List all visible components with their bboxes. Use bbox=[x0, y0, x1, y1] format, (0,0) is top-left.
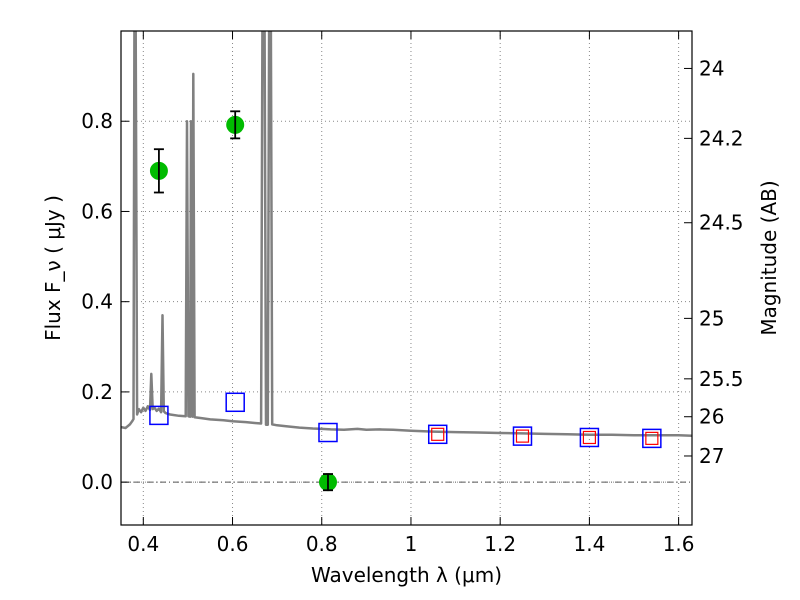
y-tick-label: 0.2 bbox=[81, 380, 113, 404]
x-tick-label: 0.8 bbox=[306, 532, 338, 556]
x-axis-label: Wavelength λ (μm) bbox=[311, 563, 502, 587]
grid-lines bbox=[121, 31, 692, 525]
y2-tick-label: 25.5 bbox=[699, 367, 744, 391]
model-photometry-square bbox=[579, 427, 600, 448]
model-photometry-square bbox=[427, 424, 448, 445]
y2-axis-label: Magnitude (AB) bbox=[757, 180, 781, 335]
y2-tick-label: 26 bbox=[699, 405, 724, 429]
model-photometry-square bbox=[225, 392, 245, 413]
plot-frame bbox=[120, 30, 693, 526]
model-spectrum-layer bbox=[121, 31, 692, 437]
model-photometry-square bbox=[149, 405, 169, 426]
x-tick-label: 1.4 bbox=[573, 532, 605, 556]
model-photometry-square bbox=[642, 428, 662, 449]
y-axis-label: Flux F_ν ( μJy ) bbox=[41, 195, 65, 341]
model-red-square bbox=[645, 431, 659, 445]
model-photometry-square bbox=[318, 422, 338, 443]
y2-tick-label: 24.5 bbox=[699, 211, 744, 235]
y-tick-label: 0.0 bbox=[81, 470, 113, 494]
y2-tick-label: 24 bbox=[699, 56, 724, 80]
model-red-square bbox=[582, 430, 596, 445]
x-tick-label: 0.6 bbox=[217, 532, 249, 556]
y-tick-label: 0.4 bbox=[81, 290, 113, 314]
axis-ticks bbox=[121, 31, 692, 525]
y2-tick-label: 24.2 bbox=[699, 126, 744, 150]
model-photometry-square bbox=[512, 426, 533, 446]
axis-labels: 0.4 0.6 0.8 1 1.2 1.4 1.6 0.0 0.2 0.4 0.6 0.8 24 24.2… bbox=[41, 56, 781, 587]
y2-tick-label: 25 bbox=[699, 306, 724, 330]
y-tick-label: 0.6 bbox=[81, 199, 113, 223]
model-red-square bbox=[431, 427, 445, 441]
x-tick-label: 1 bbox=[405, 532, 418, 556]
y2-tick-label: 27 bbox=[699, 444, 724, 468]
x-tick-label: 1.2 bbox=[484, 532, 516, 556]
x-tick-label: 0.4 bbox=[127, 532, 159, 556]
x-tick-label: 1.6 bbox=[663, 532, 695, 556]
model-spectrum-line bbox=[121, 31, 692, 437]
y-tick-label: 0.8 bbox=[81, 109, 113, 133]
model-red-square bbox=[515, 429, 530, 443]
data-points-layer bbox=[149, 110, 662, 492]
